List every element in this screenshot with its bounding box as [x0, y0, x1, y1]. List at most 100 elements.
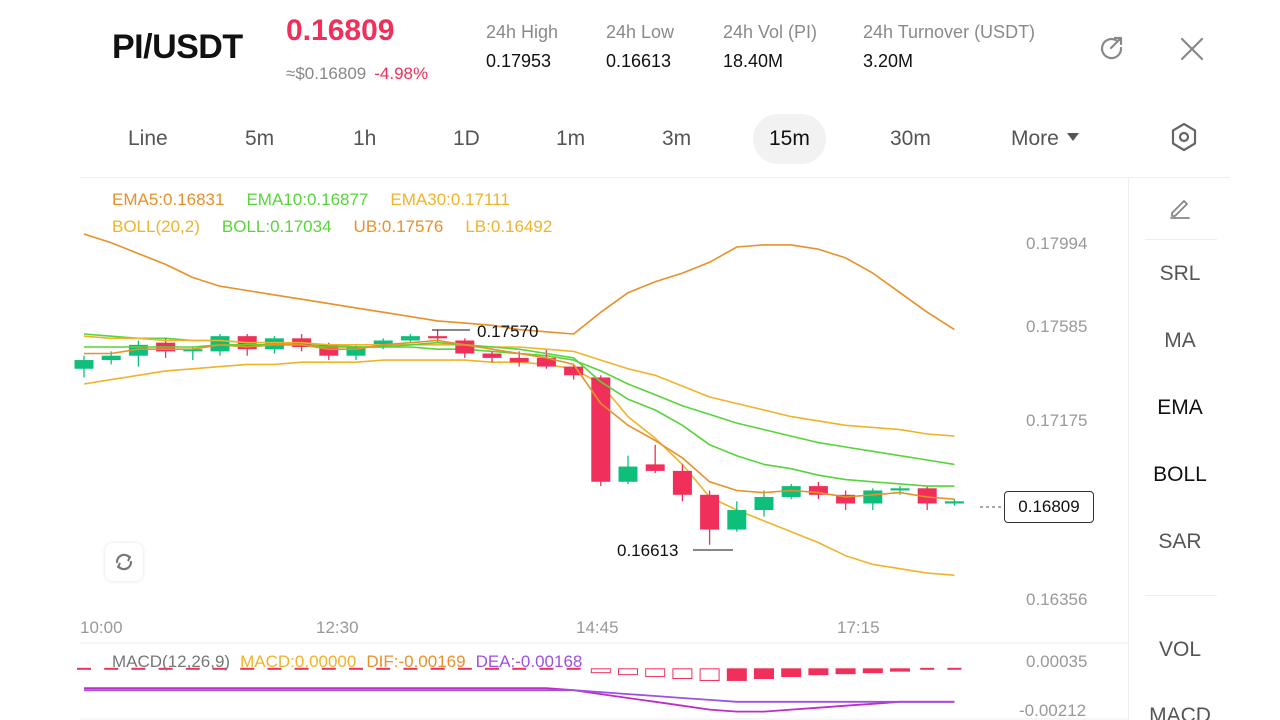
- candle: [74, 355, 94, 378]
- pencil-icon: [1170, 200, 1190, 219]
- usd-price: ≈$0.16809: [286, 64, 367, 83]
- macd-bar: [835, 668, 856, 675]
- tab-1m[interactable]: 1m: [556, 127, 586, 150]
- candle: [400, 333, 420, 343]
- tab-more[interactable]: More: [995, 114, 1095, 164]
- stat-low-label: 24h Low: [606, 22, 675, 42]
- candle: [808, 481, 828, 500]
- candle: [591, 375, 611, 487]
- current-price-tag: 0.16809: [1004, 491, 1094, 523]
- last-price: 0.16809: [286, 14, 395, 47]
- draw-tool-button[interactable]: [1129, 194, 1231, 226]
- caret-down-icon: [1066, 133, 1079, 142]
- candle: [917, 486, 937, 511]
- candlestick-chart[interactable]: [0, 0, 1128, 720]
- macd-bar: [403, 667, 418, 670]
- macd-bar: [566, 667, 581, 670]
- stat-high-label: 24h High: [486, 22, 559, 42]
- candle: [863, 488, 883, 511]
- price-axis-label: 0.17175: [1026, 411, 1088, 430]
- price-axis-label: 0.16356: [1026, 590, 1088, 609]
- ema-legend: EMA5:0.16831 EMA10:0.16877 EMA30:0.17111: [112, 190, 532, 210]
- stat-volume: 24h Vol (PI) 18.40M: [723, 22, 817, 72]
- stat-turnover: 24h Turnover (USDT) 3.20M: [863, 22, 1035, 72]
- interval-tabs: Line 5m 1h 1D 1m 3m 15m 30m More: [80, 108, 1230, 168]
- macd-bar: [539, 667, 554, 670]
- usd-price-line: ≈$0.16809 -4.98%: [286, 64, 428, 84]
- macd-bar: [158, 667, 173, 670]
- share-icon[interactable]: [1095, 32, 1129, 66]
- close-icon[interactable]: [1175, 32, 1209, 66]
- indicator-srl[interactable]: SRL: [1159, 262, 1201, 285]
- macd-bar: [699, 668, 720, 681]
- ema5-line: [84, 339, 955, 500]
- macd-bar: [754, 668, 774, 680]
- ticker-header: PI/USDT 0.16809 ≈$0.16809 -4.98% 24h High…: [80, 0, 1230, 100]
- tab-15m[interactable]: 15m: [753, 114, 826, 164]
- tab-more-label: More: [1011, 127, 1059, 150]
- tab-1h[interactable]: 1h: [353, 127, 377, 150]
- stat-low: 24h Low 0.16613: [606, 22, 674, 72]
- legend-lb: LB:0.16492: [465, 217, 553, 236]
- time-axis-label: 12:30: [316, 618, 359, 637]
- stat-volume-value: 18.40M: [723, 51, 784, 71]
- candle: [564, 364, 584, 380]
- macd-bar: [512, 667, 527, 670]
- macd-legend: MACD(12,26,9) MACD:0.00000 DIF:-0.00169 DEA…: [112, 652, 592, 672]
- macd-histogram: [77, 667, 962, 681]
- macd-bar: [457, 667, 472, 670]
- stat-low-value: 0.16613: [606, 51, 672, 71]
- chart-settings-icon[interactable]: [1167, 120, 1201, 154]
- indicator-ema[interactable]: EMA: [1157, 396, 1203, 419]
- legend-ub: UB:0.17576: [353, 217, 444, 236]
- macd-bar: [947, 667, 962, 670]
- tab-line[interactable]: Line: [128, 127, 168, 150]
- stat-turnover-value: 3.20M: [863, 51, 914, 71]
- tab-1d[interactable]: 1D: [453, 127, 480, 150]
- candle: [128, 340, 148, 367]
- boll-upper-line: [83, 233, 955, 335]
- indicator-sar[interactable]: SAR: [1158, 530, 1202, 553]
- indicator-macd[interactable]: MACD: [1149, 704, 1211, 720]
- boll-lower-line: [83, 359, 955, 576]
- reset-view-icon: [115, 553, 133, 571]
- candle: [482, 351, 502, 363]
- tab-30m[interactable]: 30m: [890, 127, 931, 150]
- tab-5m[interactable]: 5m: [245, 127, 275, 150]
- macd-axis-label: 0.00035: [1026, 652, 1088, 671]
- macd-bar: [267, 667, 282, 670]
- macd-dif: DIF:-0.00169: [366, 652, 466, 671]
- candle: [781, 483, 801, 500]
- macd-bar: [862, 668, 883, 674]
- stat-turnover-label: 24h Turnover (USDT): [863, 22, 1036, 42]
- indicator-boll[interactable]: BOLL: [1153, 463, 1207, 486]
- macd-bar: [485, 667, 499, 670]
- indicator-vol[interactable]: VOL: [1158, 638, 1202, 661]
- macd-bar: [920, 667, 935, 670]
- stat-high-value: 0.17953: [486, 51, 552, 71]
- candle: [754, 490, 774, 517]
- dea-line: [84, 689, 955, 703]
- macd-bar: [890, 668, 910, 672]
- macd-title: MACD(12,26,9): [112, 652, 231, 671]
- macd-bar: [240, 667, 255, 670]
- macd-bar: [430, 667, 445, 670]
- macd-bar: [131, 667, 146, 670]
- indicator-ma[interactable]: MA: [1164, 329, 1196, 352]
- macd-bar: [672, 668, 693, 680]
- candle: [944, 499, 964, 506]
- tab-3m[interactable]: 3m: [662, 127, 692, 150]
- macd-bar: [213, 667, 227, 670]
- time-axis-label: 14:45: [576, 618, 619, 637]
- reset-chart-button[interactable]: [105, 543, 143, 581]
- ema-lines: [83, 335, 955, 500]
- legend-ema5: EMA5:0.16831: [112, 190, 225, 209]
- legend-ema10: EMA10:0.16877: [246, 190, 369, 209]
- macd-bar: [294, 667, 309, 670]
- macd-bar: [781, 668, 802, 678]
- price-change: -4.98%: [374, 64, 429, 83]
- tabs-divider: [80, 177, 1230, 178]
- macd-value: MACD:0.00000: [240, 652, 357, 671]
- high-annotation: 0.17570: [477, 322, 539, 341]
- dif-line: [84, 687, 955, 713]
